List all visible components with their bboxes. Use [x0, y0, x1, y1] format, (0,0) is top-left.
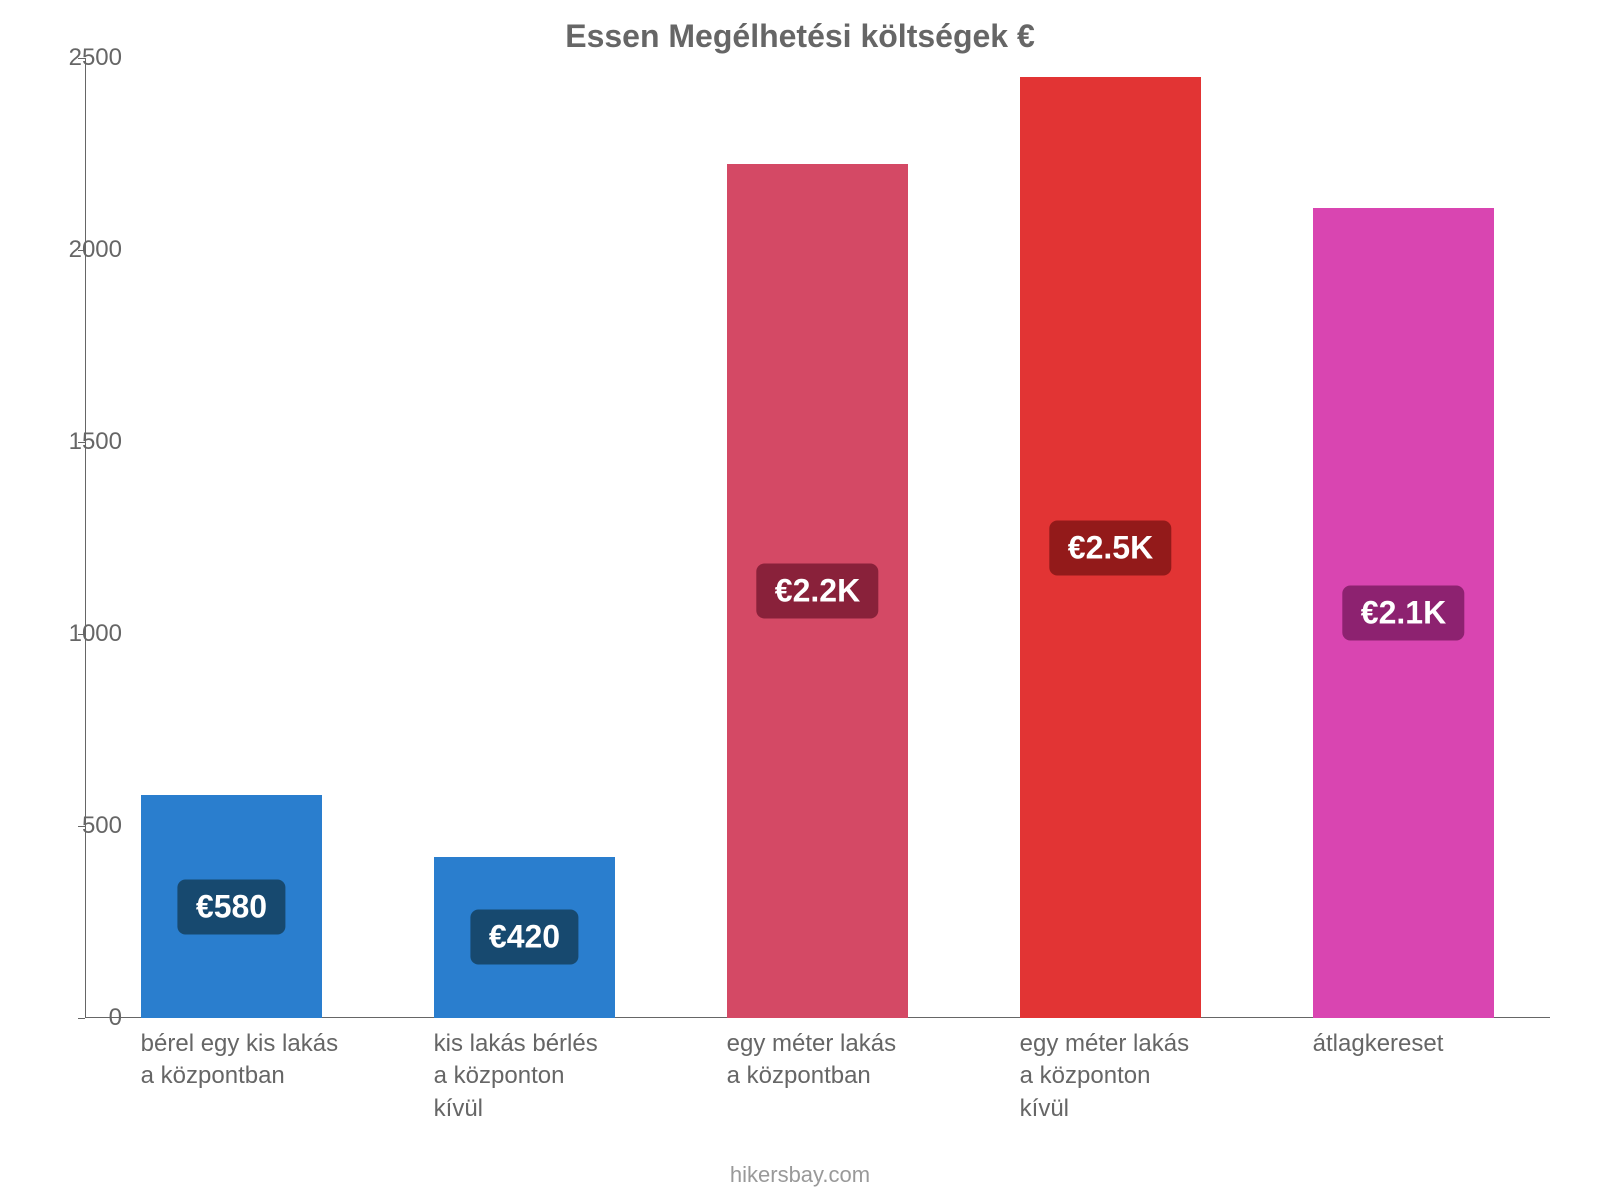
attribution-text: hikersbay.com: [0, 1162, 1600, 1188]
y-tick-label: 2000: [42, 236, 122, 264]
bar: €2.1K: [1313, 208, 1495, 1018]
bar: €580: [141, 795, 323, 1018]
bar-value-badge: €580: [178, 879, 285, 934]
y-axis-line: [85, 58, 86, 1018]
y-tick-label: 2500: [42, 44, 122, 72]
bar: €2.5K: [1020, 77, 1202, 1018]
y-tick-label: 1000: [42, 620, 122, 648]
bar-value-badge: €420: [471, 910, 578, 965]
bar: €420: [434, 857, 616, 1018]
y-tick-label: 0: [42, 1004, 122, 1032]
x-category-label: bérel egy kis lakás a központban: [141, 1028, 338, 1093]
x-category-label: átlagkereset: [1313, 1028, 1444, 1060]
bar-value-badge: €2.2K: [757, 563, 878, 618]
y-tick-label: 500: [42, 812, 122, 840]
y-tick-label: 1500: [42, 428, 122, 456]
x-category-label: kis lakás bérlés a központon kívül: [434, 1028, 598, 1125]
x-category-label: egy méter lakás a központban: [727, 1028, 896, 1093]
bar-value-badge: €2.1K: [1343, 585, 1464, 640]
bar: €2.2K: [727, 164, 909, 1018]
x-category-label: egy méter lakás a központon kívül: [1020, 1028, 1189, 1125]
plot-area: €580 €420 €2.2K €2.5K €2.1K: [85, 58, 1550, 1018]
chart-title: Essen Megélhetési költségek €: [0, 18, 1600, 55]
bar-value-badge: €2.5K: [1050, 520, 1171, 575]
chart-container: Essen Megélhetési költségek € €580 €420 €2…: [0, 0, 1600, 1200]
